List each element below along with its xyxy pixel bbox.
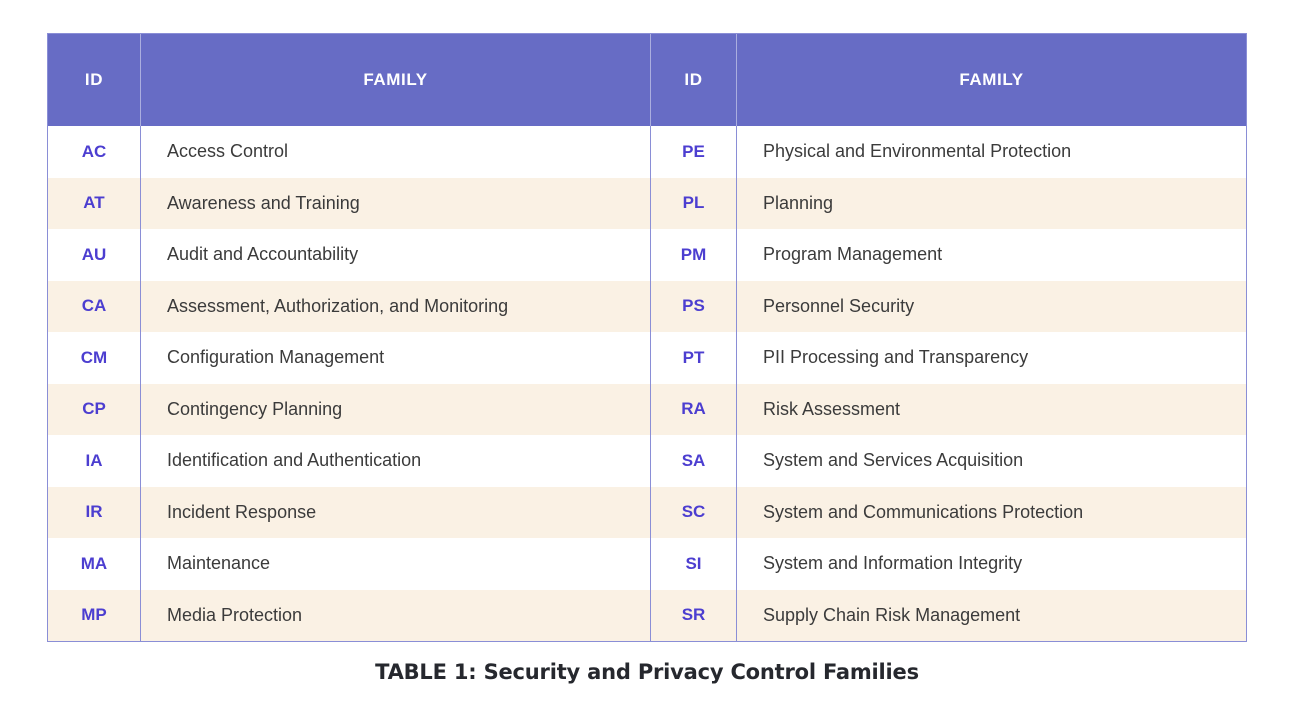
row-id-cell: AT: [48, 177, 141, 229]
row-id-cell: IA: [48, 435, 141, 487]
row-id-cell: SR: [651, 589, 737, 641]
row-family-cell: Risk Assessment: [737, 383, 1246, 435]
row-id-cell: PS: [651, 280, 737, 332]
row-id-cell: IR: [48, 486, 141, 538]
row-id-cell: SI: [651, 538, 737, 590]
row-family-cell: Media Protection: [141, 589, 651, 641]
row-id-cell: RA: [651, 383, 737, 435]
row-family-cell: System and Information Integrity: [737, 538, 1246, 590]
row-id-cell: AU: [48, 229, 141, 281]
row-family-cell: Incident Response: [141, 486, 651, 538]
column-header-id-left: ID: [48, 34, 141, 126]
table-header-row: ID FAMILY ID FAMILY: [48, 34, 1246, 126]
row-family-cell: PII Processing and Transparency: [737, 332, 1246, 384]
table-row: AU Audit and Accountability PM Program Mana…: [48, 229, 1246, 281]
row-family-cell: Physical and Environmental Protection: [737, 126, 1246, 178]
table-row: CA Assessment, Authorization, and Monitor…: [48, 280, 1246, 332]
row-id-cell: PM: [651, 229, 737, 281]
row-family-cell: Personnel Security: [737, 280, 1246, 332]
column-header-family-right: FAMILY: [959, 70, 1024, 89]
row-family-cell: System and Communications Protection: [737, 486, 1246, 538]
row-family-cell: Maintenance: [141, 538, 651, 590]
row-id-cell: CM: [48, 332, 141, 384]
row-id-cell: AC: [48, 126, 141, 178]
row-id-cell: MP: [48, 589, 141, 641]
row-family-cell: Assessment, Authorization, and Monitorin…: [141, 280, 651, 332]
row-family-cell: Program Management: [737, 229, 1246, 281]
table-row: AC Access Control PE Physical and Environme…: [48, 126, 1246, 178]
row-family-cell: Contingency Planning: [141, 383, 651, 435]
table-row: IA Identification and Authentication SA Sys…: [48, 435, 1246, 487]
table-row: CM Configuration Management PT PII Processi…: [48, 332, 1246, 384]
row-family-cell: Planning: [737, 177, 1246, 229]
row-id-cell: PT: [651, 332, 737, 384]
row-family-cell: Configuration Management: [141, 332, 651, 384]
row-id-cell: SA: [651, 435, 737, 487]
row-id-cell: SC: [651, 486, 737, 538]
row-id-cell: PL: [651, 177, 737, 229]
table-row: MA Maintenance SI System and Information In…: [48, 538, 1246, 590]
table-row: CP Contingency Planning RA Risk Assessment: [48, 383, 1246, 435]
row-family-cell: Awareness and Training: [141, 177, 651, 229]
table-body: AC Access Control PE Physical and Environme…: [48, 126, 1246, 641]
row-family-cell: Identification and Authentication: [141, 435, 651, 487]
row-id-cell: CA: [48, 280, 141, 332]
table-row: MP Media Protection SR Supply Chain Risk Ma…: [48, 589, 1246, 641]
row-family-cell: Supply Chain Risk Management: [737, 589, 1246, 641]
table-caption: TABLE 1: Security and Privacy Control Fa…: [375, 660, 919, 684]
row-id-cell: CP: [48, 383, 141, 435]
row-family-cell: System and Services Acquisition: [737, 435, 1246, 487]
row-id-cell: MA: [48, 538, 141, 590]
row-family-cell: Audit and Accountability: [141, 229, 651, 281]
row-family-cell: Access Control: [141, 126, 651, 178]
table-row: AT Awareness and Training PL Planning: [48, 177, 1246, 229]
row-id-cell: PE: [651, 126, 737, 178]
column-header-family-left: FAMILY: [141, 34, 651, 126]
column-header-id-right: ID: [651, 34, 737, 126]
table-row: IR Incident Response SC System and Communic…: [48, 486, 1246, 538]
control-families-table: ID FAMILY ID FAMILY AC Access Control PE Ph…: [47, 33, 1247, 642]
